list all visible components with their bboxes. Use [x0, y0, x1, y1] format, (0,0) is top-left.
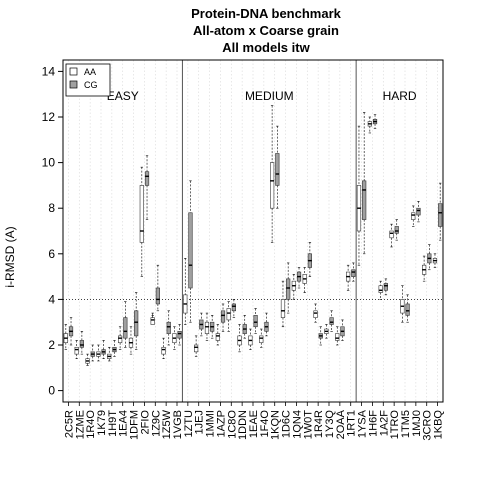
x-tick-label: 1ZME: [74, 410, 86, 439]
region-label: EASY: [107, 89, 139, 103]
box-aa: [204, 321, 210, 334]
box-cg: [155, 287, 160, 305]
box-aa: [150, 317, 155, 325]
chart-title-line-3: All models itw: [222, 40, 310, 55]
x-tick-label: 1R4R: [313, 410, 325, 438]
box-cg: [79, 340, 84, 348]
box-cg: [188, 212, 193, 289]
plot-area: EASY MEDIUM HARD 0 2 4 6 8 10 12 14 2C5R1ZME1R4O1K7…: [42, 59, 445, 441]
x-tick-label: 1VGB: [172, 410, 184, 439]
box-aa: [74, 346, 79, 355]
x-tick-label: 1R4O: [85, 410, 97, 439]
x-tick-label: 1DFM: [129, 410, 141, 440]
box-aa: [270, 162, 275, 209]
box-cg: [438, 203, 443, 227]
x-tick-label: 1W0T: [302, 410, 314, 440]
box-aa: [335, 333, 340, 341]
legend-label: CG: [84, 80, 98, 90]
y-tick-label: 10: [42, 156, 56, 170]
legend-swatch: [69, 80, 78, 89]
y-tick-label: 8: [48, 201, 55, 215]
x-tick-label: 1A2F: [378, 410, 390, 437]
box-aa: [226, 308, 231, 321]
y-tick-label: 4: [48, 292, 55, 306]
box-aa: [161, 346, 166, 355]
box-cg: [286, 278, 291, 300]
x-tick-label: 1Y3Q: [324, 410, 336, 439]
y-tick-label: 0: [48, 384, 55, 398]
box-aa: [313, 310, 318, 318]
x-tick-label: 1TM5: [400, 410, 412, 438]
box-aa: [118, 335, 123, 344]
x-tick-label: 1AZP: [215, 410, 227, 438]
box-aa: [194, 344, 199, 353]
x-tick-label: 1KQN: [270, 410, 282, 440]
chart-title-line-2: All-atom x Coarse grain: [193, 23, 339, 38]
box-cg: [166, 321, 171, 334]
x-tick-label: 1TRO: [389, 410, 401, 440]
x-tick-label: 1Z5W: [161, 409, 173, 439]
region-label: HARD: [383, 89, 417, 103]
box-aa: [378, 285, 383, 293]
box-cg: [253, 315, 258, 328]
box-cg: [177, 331, 182, 339]
x-tick-label: 1H6F: [367, 410, 379, 437]
x-tick-label: 1MJ0: [411, 410, 423, 437]
box-cg: [416, 207, 421, 216]
x-tick-label: 1DDN: [237, 410, 249, 440]
x-tick-label: 1D6C: [281, 410, 293, 438]
y-tick-label: 6: [48, 247, 55, 261]
box-cg: [134, 310, 139, 337]
box-aa: [259, 335, 264, 344]
box-cg: [383, 283, 388, 291]
region-label: MEDIUM: [245, 89, 294, 103]
x-tick-label: 1H9T: [107, 410, 119, 437]
box-cg: [329, 317, 334, 325]
y-axis-label: i-RMSD (A): [3, 226, 17, 287]
x-tick-label: 2OAA: [335, 409, 347, 439]
x-tick-label: 1MMI: [205, 410, 217, 438]
x-tick-label: 1EA4: [118, 410, 130, 437]
box-cg: [405, 303, 410, 316]
y-tick-label: 14: [42, 64, 56, 78]
box-cg: [220, 310, 226, 323]
x-tick-label: 1KBQ: [433, 410, 445, 440]
x-tick-label: 1QN4: [291, 410, 303, 439]
box-cg: [362, 180, 367, 220]
box-cg: [394, 226, 399, 234]
x-tick-label: 1RT1: [346, 410, 358, 437]
x-tick-label: 2C5R: [63, 410, 75, 438]
y-tick-label: 12: [42, 110, 56, 124]
y-tick-label: 2: [48, 338, 55, 352]
x-tick-label: 1C8O: [226, 410, 238, 439]
x-tick-label: 1YSA: [357, 409, 369, 438]
x-tick-label: 1K79: [96, 410, 108, 436]
box-cg: [231, 303, 236, 312]
legend-swatch: [69, 67, 78, 76]
x-tick-label: 1EAE: [248, 410, 260, 438]
x-tick-label: 1JEJ: [194, 410, 206, 434]
x-tick-label: 1Z9C: [150, 410, 162, 437]
box-aa: [139, 185, 144, 243]
box-aa: [411, 212, 416, 220]
box-aa: [389, 230, 394, 239]
legend-label: AA: [84, 67, 96, 77]
x-tick-label: 3CRO: [422, 410, 434, 441]
x-tick-label: 2FIO: [139, 410, 151, 435]
box-aa: [280, 299, 286, 318]
chart-title-line-1: Protein-DNA benchmark: [191, 6, 342, 21]
box-aa: [215, 333, 220, 341]
box-cg: [275, 153, 280, 186]
x-tick-label: 1F4O: [259, 410, 271, 438]
x-tick-label: 1ZTU: [183, 410, 195, 438]
box-cg: [123, 317, 128, 339]
box-cg: [144, 171, 150, 186]
box-cg: [351, 269, 356, 277]
